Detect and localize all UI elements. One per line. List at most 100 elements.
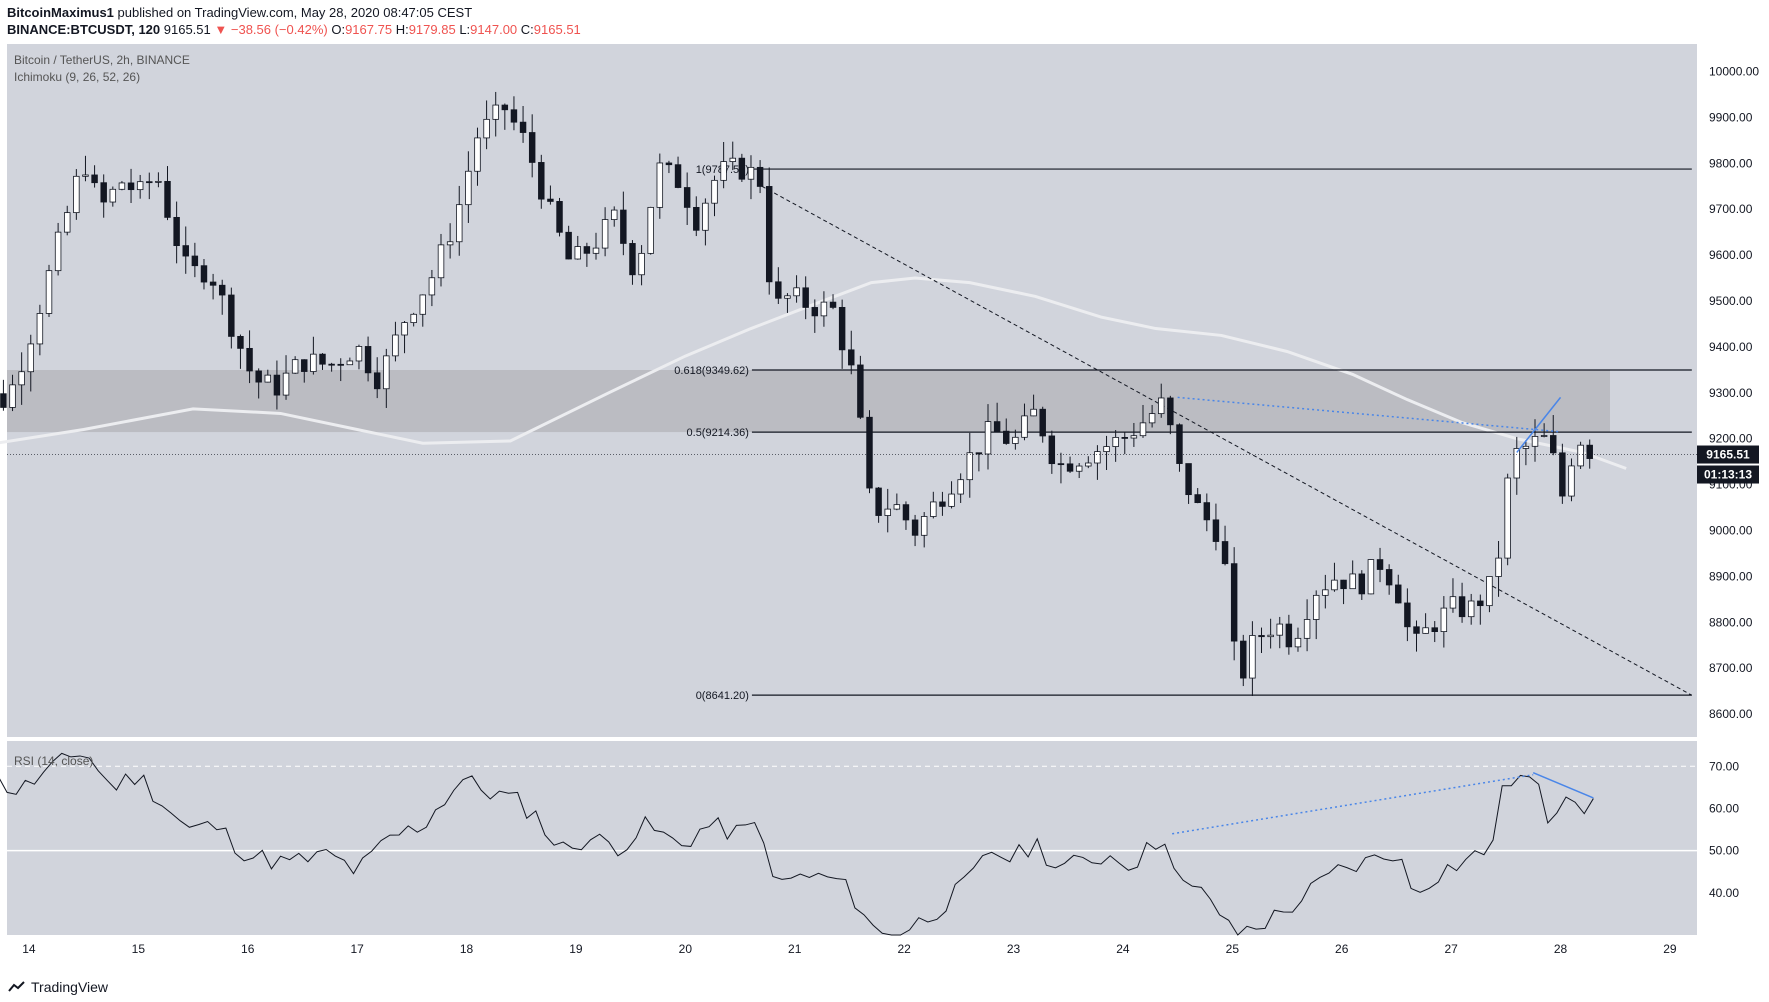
- candle: [902, 501, 910, 530]
- x-tick-label: 28: [1554, 942, 1568, 956]
- candle-body: [118, 182, 126, 190]
- fib-level-label: 0.5(9214.36): [687, 427, 749, 439]
- candle: [948, 481, 955, 509]
- candle: [136, 174, 144, 199]
- candle-body: [574, 246, 581, 260]
- candle: [1431, 621, 1438, 643]
- candle-body: [920, 516, 928, 536]
- x-tick-label: 24: [1116, 942, 1130, 956]
- candle-body: [1212, 519, 1220, 542]
- candle: [720, 142, 727, 189]
- candle-body: [392, 334, 399, 357]
- last-price-tag-label: 9165.51: [1706, 448, 1750, 462]
- candle-body: [1358, 573, 1366, 595]
- candle-body: [693, 207, 700, 231]
- candle-body: [802, 287, 809, 308]
- price-change: ▼ −38.56 (−0.42%): [214, 22, 328, 37]
- rsi-label: RSI (14, close): [14, 754, 93, 768]
- high-value: 9179.85: [408, 22, 456, 37]
- candle-body: [1513, 448, 1521, 479]
- candle-body: [1467, 600, 1475, 618]
- y-tick-label: 9700.00: [1709, 202, 1753, 216]
- support-zone: [7, 370, 1610, 433]
- candle: [920, 512, 928, 548]
- candle-body: [1039, 408, 1046, 437]
- candle-body: [0, 393, 7, 408]
- candle-body: [1021, 415, 1028, 438]
- candle: [1449, 578, 1457, 613]
- candle-body: [100, 182, 107, 203]
- candle: [656, 153, 664, 219]
- candle-body: [510, 109, 518, 123]
- candle-body: [64, 212, 71, 233]
- candle: [1458, 582, 1466, 623]
- candle-body: [583, 246, 591, 254]
- candle: [784, 293, 791, 313]
- candle: [364, 336, 372, 382]
- candle: [319, 353, 326, 370]
- candle-body: [519, 121, 527, 133]
- candle: [1249, 621, 1256, 696]
- candle: [683, 172, 691, 225]
- candle-body: [328, 363, 335, 366]
- candle-body: [911, 519, 919, 536]
- candle-body: [209, 281, 217, 286]
- candle-body: [711, 179, 718, 204]
- candle: [1522, 440, 1530, 466]
- candle-body: [1349, 573, 1356, 590]
- author-name[interactable]: BitcoinMaximus1: [7, 5, 114, 20]
- descending-trendline: [761, 185, 1693, 696]
- x-tick-label: 20: [679, 942, 693, 956]
- candle: [993, 402, 1001, 432]
- candle: [0, 379, 7, 411]
- candle-body: [993, 421, 1001, 432]
- y-tick-label: 9400.00: [1709, 340, 1753, 354]
- candle-body: [401, 322, 408, 336]
- candle: [711, 175, 718, 217]
- candle: [1203, 493, 1211, 532]
- candle: [1021, 403, 1028, 441]
- candle-body: [364, 346, 372, 374]
- candle: [1240, 634, 1247, 687]
- candle: [729, 141, 736, 171]
- candle-body: [674, 164, 682, 188]
- candle-body: [273, 374, 281, 396]
- candle-body: [1312, 594, 1320, 620]
- candle: [1550, 415, 1557, 456]
- candle-body: [173, 216, 180, 247]
- candle-body: [1148, 413, 1156, 424]
- candle-body: [1230, 563, 1238, 642]
- last-price-value: 9165.51: [163, 22, 211, 37]
- candle-body: [765, 186, 773, 283]
- candle: [1094, 445, 1101, 480]
- candle-body: [237, 335, 244, 349]
- candle: [392, 321, 399, 362]
- candle: [337, 358, 344, 382]
- candle: [118, 181, 126, 191]
- candle: [538, 154, 545, 209]
- candle-body: [456, 204, 463, 243]
- candle: [456, 185, 463, 256]
- footer-brand: TradingView: [8, 979, 108, 995]
- candle-body: [228, 294, 235, 337]
- candle-body: [902, 504, 910, 521]
- candle-body: [1550, 435, 1557, 454]
- candle: [64, 205, 71, 236]
- countdown-tag-label: 01:13:13: [1704, 468, 1752, 482]
- candle: [1504, 473, 1511, 566]
- candle: [875, 486, 882, 523]
- candle-body: [1003, 430, 1010, 444]
- candle: [893, 493, 901, 511]
- x-tick-label: 29: [1663, 942, 1677, 956]
- candle: [428, 269, 436, 307]
- candle-body: [611, 209, 618, 220]
- candle-body: [1258, 635, 1265, 638]
- candle: [1404, 588, 1411, 642]
- candle: [1212, 503, 1220, 551]
- candle-body: [1176, 424, 1183, 464]
- candle-body: [1477, 600, 1484, 607]
- candle: [483, 100, 490, 150]
- candle-body: [683, 187, 691, 208]
- price-divergence-line: [1177, 396, 1561, 433]
